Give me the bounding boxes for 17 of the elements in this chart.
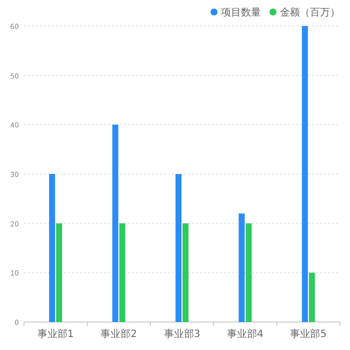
bar xyxy=(49,174,56,322)
bar xyxy=(238,213,245,322)
bar xyxy=(56,223,62,322)
legend-label: 项目数量 xyxy=(221,8,261,18)
x-tick-label: 事业部3 xyxy=(164,328,200,340)
bar xyxy=(308,272,315,322)
bar xyxy=(302,26,308,322)
bar xyxy=(182,223,188,322)
bar xyxy=(112,124,118,322)
x-tick-label: 事业部1 xyxy=(37,328,74,340)
bar xyxy=(176,174,182,322)
bar xyxy=(246,223,252,322)
x-tick-label: 事业部4 xyxy=(227,328,264,340)
bar xyxy=(119,223,126,322)
x-tick-label: 事业部5 xyxy=(290,328,327,340)
x-tick-label: 事业部2 xyxy=(100,328,137,340)
legend-label: 金额（百万） xyxy=(280,6,340,18)
